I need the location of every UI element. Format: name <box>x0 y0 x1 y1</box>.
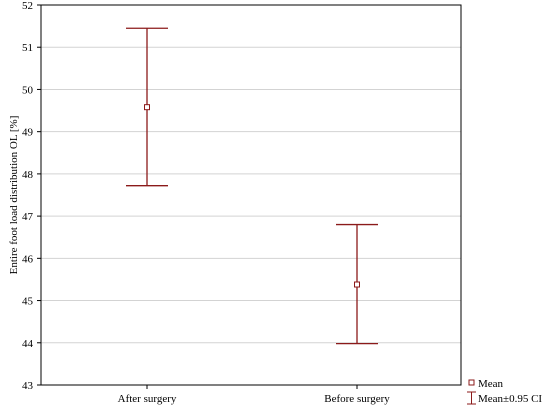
y-tick-label: 48 <box>22 169 34 181</box>
plot-frame <box>40 4 462 386</box>
y-tick-label: 52 <box>22 0 33 12</box>
y-axis-ticks: 43 44 45 46 47 48 49 50 51 52 <box>22 0 41 392</box>
y-tick-label: 45 <box>22 296 34 308</box>
legend: Mean Mean±0.95 CI <box>467 378 542 405</box>
error-bar <box>126 27 168 187</box>
y-tick-label: 47 <box>22 211 34 223</box>
legend-ci-marker <box>467 391 476 405</box>
error-bar <box>336 223 378 345</box>
mean-marker <box>144 104 150 111</box>
y-tick-label: 51 <box>22 42 33 54</box>
x-tick-label: After surgery <box>118 393 177 405</box>
legend-mean-label: Mean <box>478 378 504 390</box>
y-tick-label: 49 <box>22 127 34 139</box>
grid-lines <box>41 46 461 344</box>
x-axis-ticks: After surgery Before surgery <box>118 385 390 405</box>
y-tick-label: 44 <box>22 338 34 350</box>
y-tick-label: 43 <box>22 380 34 392</box>
y-tick-label: 50 <box>22 84 34 96</box>
mean-marker <box>354 281 360 288</box>
y-axis-label: Entire foot load distribution OL [%] <box>8 116 20 275</box>
legend-mean-marker <box>468 379 475 386</box>
legend-ci-label: Mean±0.95 CI <box>478 393 542 405</box>
x-tick-label: Before surgery <box>324 393 390 405</box>
series-error-bars <box>126 27 378 345</box>
y-tick-label: 46 <box>22 253 34 265</box>
